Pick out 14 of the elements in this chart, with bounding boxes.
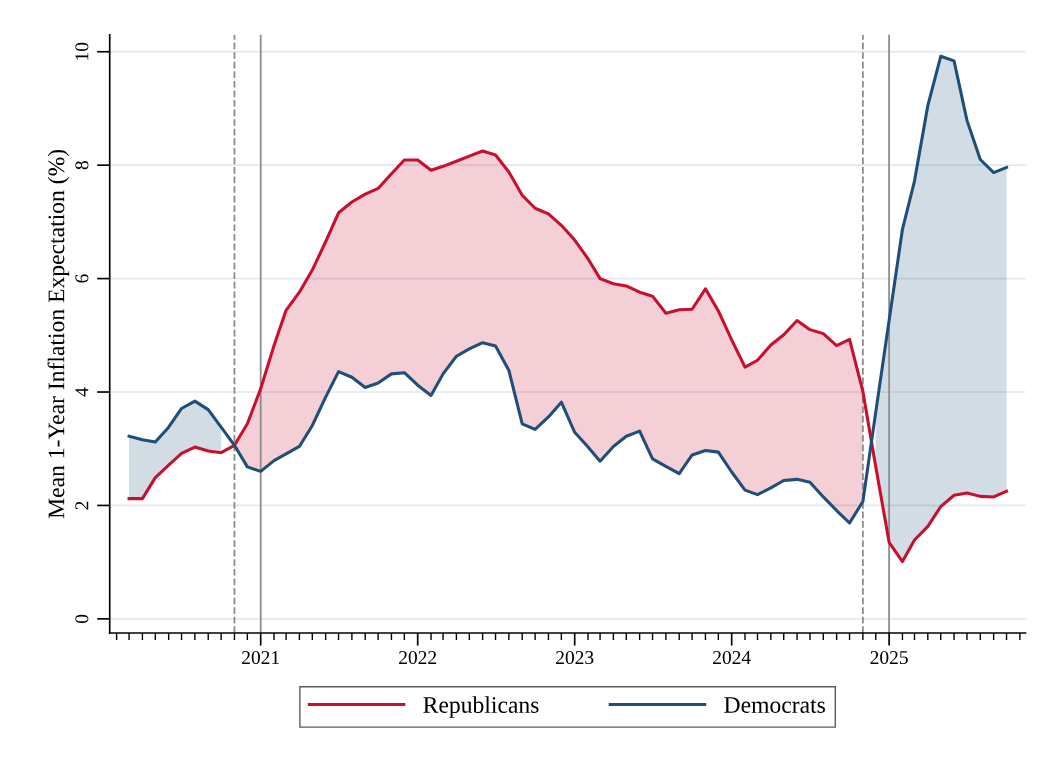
x-tick-label: 2022 [399,650,437,665]
x-tick-label: 2024 [713,650,751,665]
x-tick-label: 2025 [870,650,908,665]
y-tick-label: 0 [75,614,89,623]
y-tick-label: 8 [75,161,89,170]
legend-label: Republicans [423,696,539,718]
y-axis-title: Mean 1-Year Inflation Expectation (%) [47,149,70,519]
y-tick-label: 6 [75,274,89,283]
y-tick-label: 2 [75,501,89,510]
legend-label: Democrats [724,697,825,713]
x-tick-label: 2023 [556,650,594,665]
y-tick-label: 4 [75,387,89,397]
y-tick-label: 10 [75,42,89,60]
x-tick-label: 2021 [242,650,279,665]
